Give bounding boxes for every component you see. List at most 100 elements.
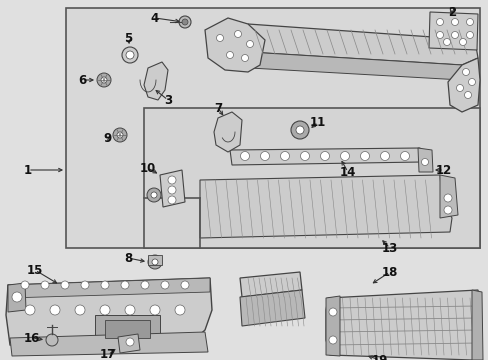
Polygon shape <box>204 18 264 72</box>
Circle shape <box>147 188 161 202</box>
Circle shape <box>300 152 309 161</box>
Text: 9: 9 <box>103 131 112 144</box>
Circle shape <box>126 51 134 59</box>
Circle shape <box>168 196 176 204</box>
Polygon shape <box>447 58 479 112</box>
Polygon shape <box>8 278 209 298</box>
Text: 15: 15 <box>27 264 43 276</box>
Circle shape <box>21 281 29 289</box>
Polygon shape <box>417 148 432 172</box>
Circle shape <box>182 19 187 25</box>
Bar <box>148 255 162 265</box>
Circle shape <box>179 16 191 28</box>
Circle shape <box>168 186 176 194</box>
Polygon shape <box>240 290 305 326</box>
Circle shape <box>246 40 253 48</box>
Text: 11: 11 <box>309 116 325 129</box>
Polygon shape <box>229 148 421 165</box>
Circle shape <box>25 305 35 315</box>
Circle shape <box>380 152 389 161</box>
Text: 19: 19 <box>371 354 387 360</box>
Circle shape <box>181 281 189 289</box>
Polygon shape <box>6 278 212 352</box>
Text: 4: 4 <box>151 12 159 24</box>
Bar <box>66 8 479 248</box>
Polygon shape <box>143 62 168 100</box>
Circle shape <box>436 18 443 26</box>
Circle shape <box>459 39 466 45</box>
Circle shape <box>121 281 129 289</box>
Polygon shape <box>471 290 482 360</box>
Circle shape <box>226 51 233 58</box>
Circle shape <box>290 121 308 139</box>
Polygon shape <box>240 272 302 297</box>
Polygon shape <box>325 296 339 356</box>
Circle shape <box>152 259 158 265</box>
Polygon shape <box>8 283 26 312</box>
Text: 18: 18 <box>381 266 397 279</box>
Circle shape <box>295 126 304 134</box>
Circle shape <box>280 152 289 161</box>
Circle shape <box>466 31 472 39</box>
Circle shape <box>456 85 463 91</box>
Bar <box>143 108 479 248</box>
Circle shape <box>328 336 336 344</box>
Polygon shape <box>439 175 457 218</box>
Circle shape <box>320 152 329 161</box>
Circle shape <box>81 281 89 289</box>
Polygon shape <box>160 170 184 207</box>
Circle shape <box>148 255 162 269</box>
Text: 12: 12 <box>435 163 451 176</box>
Circle shape <box>450 18 458 26</box>
Circle shape <box>141 281 149 289</box>
Circle shape <box>443 194 451 202</box>
Polygon shape <box>247 52 461 80</box>
Circle shape <box>443 206 451 214</box>
Circle shape <box>466 18 472 26</box>
Circle shape <box>168 176 176 184</box>
Circle shape <box>464 91 470 99</box>
Circle shape <box>113 128 127 142</box>
Text: 2: 2 <box>447 5 455 18</box>
Polygon shape <box>247 24 477 65</box>
Circle shape <box>241 54 248 62</box>
Text: 1: 1 <box>24 163 32 176</box>
Circle shape <box>328 308 336 316</box>
Circle shape <box>175 305 184 315</box>
Circle shape <box>151 192 157 198</box>
Circle shape <box>125 305 135 315</box>
Text: 8: 8 <box>123 252 132 265</box>
Circle shape <box>421 158 427 166</box>
Polygon shape <box>118 334 140 353</box>
Text: 7: 7 <box>214 102 222 114</box>
Circle shape <box>150 305 160 315</box>
Text: 16: 16 <box>24 332 40 345</box>
Circle shape <box>234 31 241 37</box>
Bar <box>105 320 150 338</box>
Text: 10: 10 <box>140 162 156 175</box>
Polygon shape <box>428 12 477 50</box>
Circle shape <box>117 132 123 138</box>
Circle shape <box>50 305 60 315</box>
Text: 14: 14 <box>339 166 355 179</box>
Circle shape <box>340 152 349 161</box>
Polygon shape <box>200 175 451 238</box>
Polygon shape <box>214 112 242 152</box>
Circle shape <box>400 152 408 161</box>
Circle shape <box>216 35 223 41</box>
Circle shape <box>101 281 109 289</box>
Circle shape <box>126 338 134 346</box>
Circle shape <box>260 152 269 161</box>
Bar <box>95 315 160 343</box>
Circle shape <box>360 152 369 161</box>
Circle shape <box>468 78 474 85</box>
Circle shape <box>122 47 138 63</box>
Text: 13: 13 <box>381 242 397 255</box>
Text: 5: 5 <box>123 31 132 45</box>
Circle shape <box>436 31 443 39</box>
Circle shape <box>97 73 111 87</box>
Text: 3: 3 <box>163 94 172 107</box>
Circle shape <box>443 39 449 45</box>
Circle shape <box>46 334 58 346</box>
Circle shape <box>240 152 249 161</box>
